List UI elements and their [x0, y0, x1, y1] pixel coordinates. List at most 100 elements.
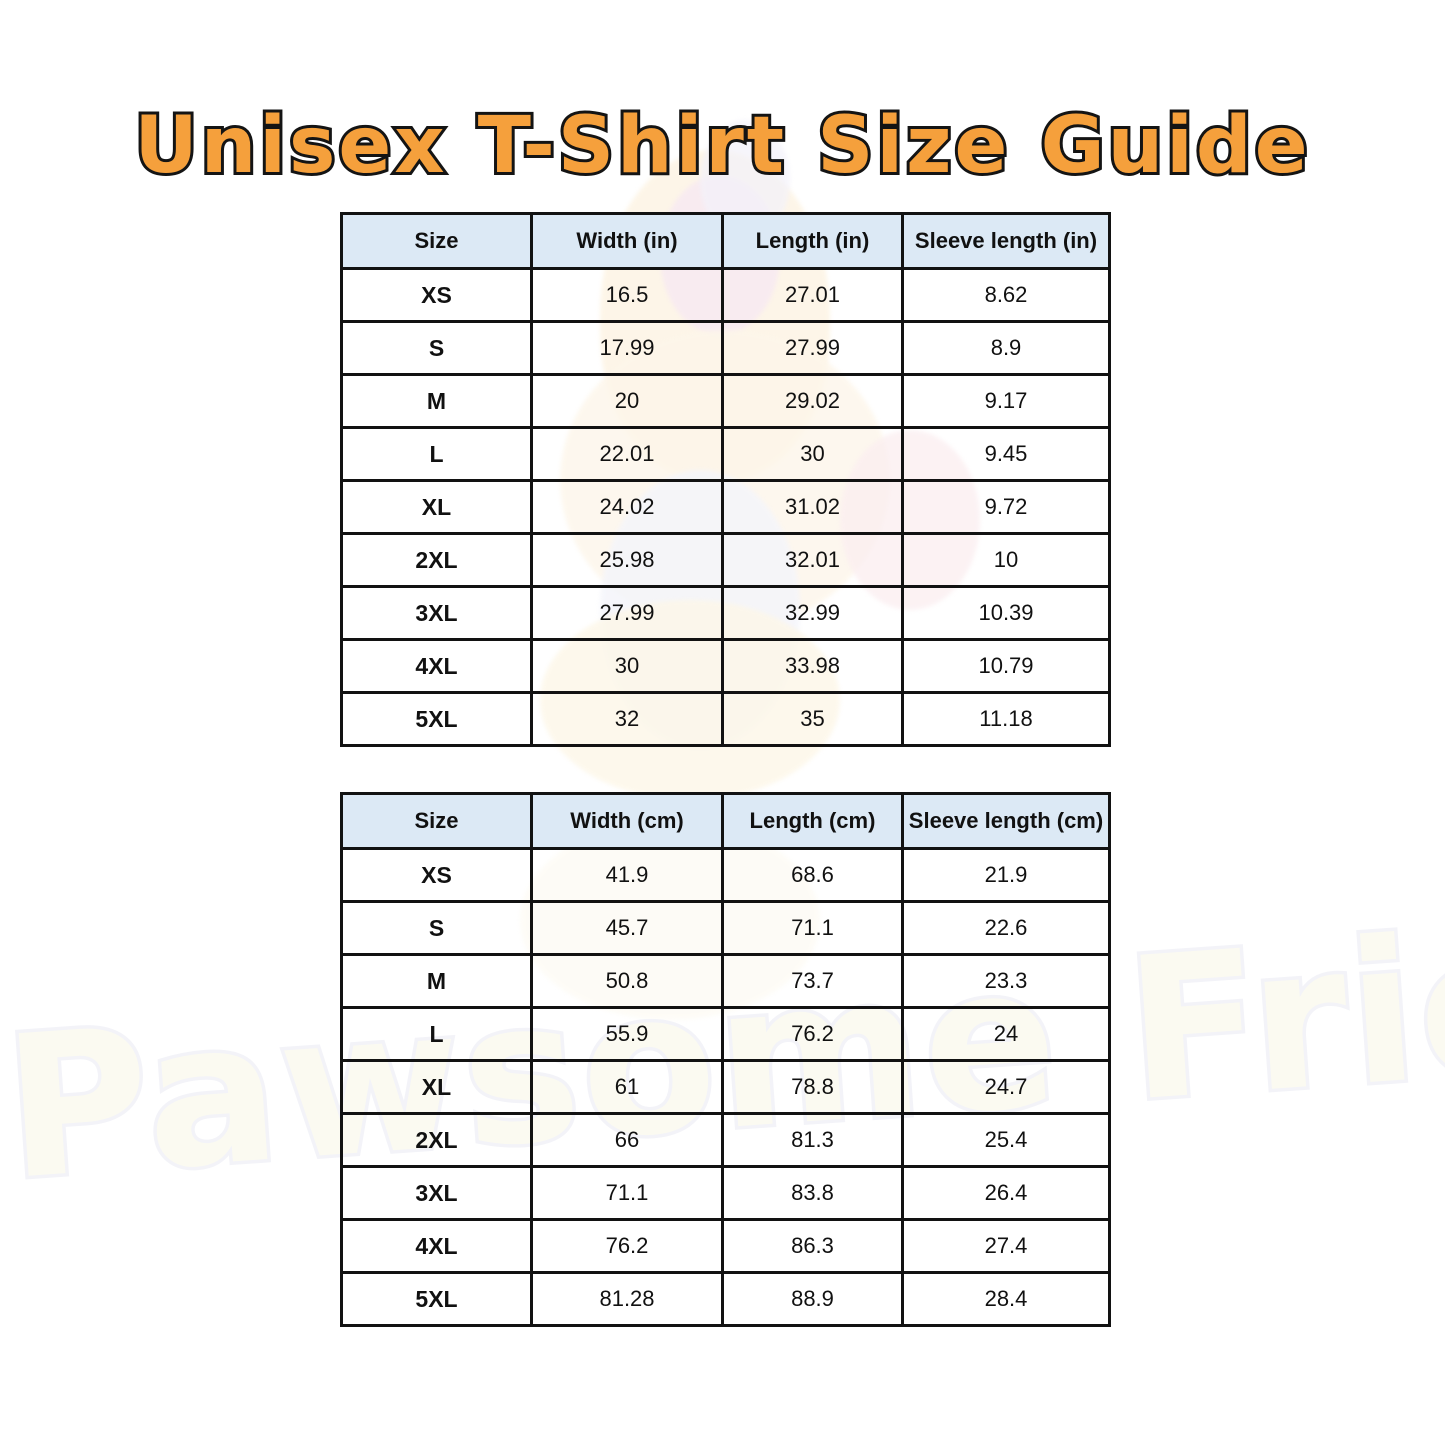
column-header-sleeve: Sleeve length (cm) [901, 792, 1111, 850]
cell-width: 71.1 [530, 1165, 724, 1221]
cell-sleeve: 11.18 [901, 691, 1111, 747]
cell-size: 4XL [340, 1218, 533, 1274]
cell-width: 17.99 [530, 320, 724, 376]
cell-size: XL [340, 479, 533, 535]
table-row: L 55.9 76.2 24 [340, 1006, 1111, 1062]
table-row: XL 61 78.8 24.7 [340, 1059, 1111, 1115]
cell-size: S [340, 320, 533, 376]
table-row: 4XL 76.2 86.3 27.4 [340, 1218, 1111, 1274]
table-row: 4XL 30 33.98 10.79 [340, 638, 1111, 694]
cell-length: 27.01 [721, 267, 904, 323]
cell-size: 4XL [340, 638, 533, 694]
cell-sleeve: 8.9 [901, 320, 1111, 376]
cell-length: 35 [721, 691, 904, 747]
table-row: XS 41.9 68.6 21.9 [340, 847, 1111, 903]
cell-sleeve: 28.4 [901, 1271, 1111, 1327]
cell-length: 31.02 [721, 479, 904, 535]
cell-size: XS [340, 847, 533, 903]
cell-size: 2XL [340, 1112, 533, 1168]
table-row: S 17.99 27.99 8.9 [340, 320, 1111, 376]
table-row: M 50.8 73.7 23.3 [340, 953, 1111, 1009]
page-title: Unisex T-Shirt Size Guide [131, 98, 1311, 194]
cell-length: 29.02 [721, 373, 904, 429]
column-header-sleeve: Sleeve length (in) [901, 212, 1111, 270]
cell-sleeve: 26.4 [901, 1165, 1111, 1221]
cell-width: 20 [530, 373, 724, 429]
table-row: 2XL 25.98 32.01 10 [340, 532, 1111, 588]
cell-size: S [340, 900, 533, 956]
size-table-centimeters: Size Width (cm) Length (cm) Sleeve lengt… [340, 792, 1111, 1327]
cell-sleeve: 24 [901, 1006, 1111, 1062]
table-row: 3XL 27.99 32.99 10.39 [340, 585, 1111, 641]
column-header-size: Size [340, 212, 533, 270]
table-body-inches: XS 16.5 27.01 8.62 S 17.99 27.99 8.9 M 20 29.02 9… [340, 267, 1111, 747]
cell-size: 3XL [340, 1165, 533, 1221]
cell-width: 30 [530, 638, 724, 694]
cell-width: 27.99 [530, 585, 724, 641]
cell-sleeve: 8.62 [901, 267, 1111, 323]
cell-sleeve: 9.72 [901, 479, 1111, 535]
cell-sleeve: 21.9 [901, 847, 1111, 903]
cell-width: 22.01 [530, 426, 724, 482]
cell-length: 83.8 [721, 1165, 904, 1221]
column-header-length: Length (cm) [721, 792, 904, 850]
table-header-row: Size Width (cm) Length (cm) Sleeve lengt… [340, 792, 1111, 850]
table-row: 3XL 71.1 83.8 26.4 [340, 1165, 1111, 1221]
cell-length: 81.3 [721, 1112, 904, 1168]
cell-sleeve: 24.7 [901, 1059, 1111, 1115]
cell-length: 76.2 [721, 1006, 904, 1062]
cell-length: 33.98 [721, 638, 904, 694]
table-row: XL 24.02 31.02 9.72 [340, 479, 1111, 535]
cell-size: XS [340, 267, 533, 323]
cell-width: 66 [530, 1112, 724, 1168]
cell-width: 45.7 [530, 900, 724, 956]
cell-length: 86.3 [721, 1218, 904, 1274]
cell-width: 24.02 [530, 479, 724, 535]
cell-width: 50.8 [530, 953, 724, 1009]
table-header-row: Size Width (in) Length (in) Sleeve lengt… [340, 212, 1111, 270]
cell-sleeve: 27.4 [901, 1218, 1111, 1274]
column-header-length: Length (in) [721, 212, 904, 270]
column-header-size: Size [340, 792, 533, 850]
table-row: S 45.7 71.1 22.6 [340, 900, 1111, 956]
cell-sleeve: 10 [901, 532, 1111, 588]
cell-sleeve: 25.4 [901, 1112, 1111, 1168]
cell-size: 2XL [340, 532, 533, 588]
cell-length: 27.99 [721, 320, 904, 376]
cell-size: L [340, 1006, 533, 1062]
column-header-width: Width (in) [530, 212, 724, 270]
cell-length: 68.6 [721, 847, 904, 903]
cell-length: 78.8 [721, 1059, 904, 1115]
cell-sleeve: 9.45 [901, 426, 1111, 482]
cell-size: 5XL [340, 691, 533, 747]
cell-width: 76.2 [530, 1218, 724, 1274]
cell-sleeve: 23.3 [901, 953, 1111, 1009]
cell-size: XL [340, 1059, 533, 1115]
cell-width: 25.98 [530, 532, 724, 588]
cell-width: 61 [530, 1059, 724, 1115]
cell-length: 73.7 [721, 953, 904, 1009]
column-header-width: Width (cm) [530, 792, 724, 850]
cell-sleeve: 10.79 [901, 638, 1111, 694]
cell-size: 5XL [340, 1271, 533, 1327]
table-row: XS 16.5 27.01 8.62 [340, 267, 1111, 323]
cell-width: 55.9 [530, 1006, 724, 1062]
table-row: M 20 29.02 9.17 [340, 373, 1111, 429]
table-row: 2XL 66 81.3 25.4 [340, 1112, 1111, 1168]
cell-width: 16.5 [530, 267, 724, 323]
cell-size: L [340, 426, 533, 482]
cell-length: 88.9 [721, 1271, 904, 1327]
cell-sleeve: 9.17 [901, 373, 1111, 429]
cell-width: 41.9 [530, 847, 724, 903]
table-row: 5XL 32 35 11.18 [340, 691, 1111, 747]
cell-length: 71.1 [721, 900, 904, 956]
cell-length: 32.99 [721, 585, 904, 641]
cell-size: 3XL [340, 585, 533, 641]
cell-length: 30 [721, 426, 904, 482]
size-table-inches: Size Width (in) Length (in) Sleeve lengt… [340, 212, 1111, 747]
cell-width: 81.28 [530, 1271, 724, 1327]
table-body-centimeters: XS 41.9 68.6 21.9 S 45.7 71.1 22.6 M 50.8 73.7 23… [340, 847, 1111, 1327]
cell-size: M [340, 953, 533, 1009]
cell-sleeve: 22.6 [901, 900, 1111, 956]
table-row: L 22.01 30 9.45 [340, 426, 1111, 482]
